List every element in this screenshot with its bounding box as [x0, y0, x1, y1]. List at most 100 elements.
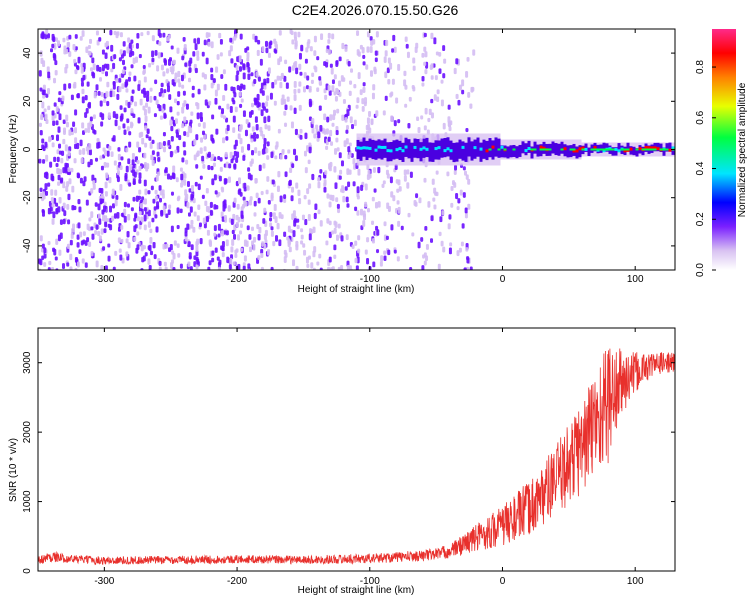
spectrogram-noise-cell [141, 137, 145, 145]
spectrogram-noise-cell [266, 95, 270, 101]
spectrogram-noise-cell [89, 38, 93, 44]
spectrogram-noise-cell [307, 214, 311, 222]
spectrogram-noise-cell [143, 214, 147, 222]
spectrogram-noise-cell [177, 91, 181, 97]
spectrogram-noise-cell [205, 216, 209, 223]
spectrogram-noise-cell [263, 137, 267, 145]
spectrogram-noise-cell [180, 74, 184, 82]
spectrogram-noise-cell [466, 266, 470, 270]
spectrogram-noise-cell [210, 74, 214, 81]
spectrogram-noise-cell [336, 88, 340, 95]
spectrogram-signal-core [512, 148, 516, 151]
spectrogram-noise-cell [248, 246, 252, 253]
spectrogram-xtick-label: 0 [500, 274, 506, 285]
spectrogram-noise-cell [232, 127, 236, 133]
spectrogram-noise-cell [253, 212, 257, 217]
spectrogram-noise-cell [68, 146, 72, 152]
spectrogram-noise-cell [162, 71, 166, 77]
spectrogram-noise-cell [302, 243, 306, 248]
spectrogram-noise-cell [236, 203, 240, 210]
spectrogram-noise-cell [239, 103, 243, 108]
spectrogram-noise-cell [318, 105, 322, 111]
spectrogram-noise-cell [124, 174, 128, 182]
spectrogram-noise-cell [62, 130, 66, 135]
spectrogram-noise-cell [275, 235, 279, 242]
spectrogram-noise-cell [433, 187, 437, 194]
spectrogram-noise-cell [290, 195, 294, 202]
spectrogram-noise-cell [88, 143, 92, 151]
spectrogram-noise-cell [164, 169, 168, 174]
spectrogram-noise-cell [430, 215, 434, 222]
spectrogram-noise-cell [114, 250, 118, 256]
spectrogram-noise-cell [331, 266, 335, 270]
spectrogram-noise-cell [125, 100, 129, 106]
spectrogram-noise-cell [405, 255, 409, 260]
spectrogram-noise-cell [285, 82, 289, 89]
spectrogram-noise-cell [359, 44, 363, 50]
spectrogram-noise-cell [79, 231, 83, 238]
spectrogram-noise-cell [424, 226, 428, 231]
spectrogram-noise-cell [39, 192, 43, 199]
spectrogram-noise-cell [308, 183, 312, 189]
spectrogram-noise-cell [334, 96, 338, 102]
spectrogram-signal-core [617, 149, 621, 153]
spectrogram-noise-cell [420, 115, 424, 120]
spectrogram-noise-cell [423, 61, 427, 66]
spectrogram-noise-cell [395, 97, 399, 104]
spectrogram-signal-core [638, 147, 642, 151]
spectrogram-noise-cell [397, 179, 401, 186]
spectrogram-noise-cell [458, 84, 462, 91]
spectrogram-noise-cell [249, 196, 253, 201]
spectrogram-noise-cell [262, 106, 266, 111]
spectrogram-noise-cell [260, 82, 264, 90]
spectrogram-noise-cell [244, 129, 248, 137]
spectrogram-noise-cell [210, 134, 214, 142]
spectrogram-noise-cell [331, 85, 335, 93]
spectrogram-noise-cell [81, 30, 85, 37]
spectrogram-noise-cell [55, 207, 59, 213]
spectrogram-noise-cell [158, 185, 162, 191]
spectrogram-noise-cell [192, 198, 196, 204]
spectrogram-noise-cell [42, 159, 46, 164]
spectrogram-noise-cell [243, 182, 247, 189]
spectrogram-noise-cell [158, 260, 162, 266]
spectrogram-noise-cell [366, 164, 370, 171]
spectrogram-noise-cell [310, 79, 314, 84]
spectrogram-noise-cell [109, 224, 113, 231]
spectrogram-noise-cell [246, 185, 250, 190]
spectrogram-noise-cell [121, 83, 125, 89]
spectrogram-noise-cell [211, 250, 215, 256]
spectrogram-noise-cell [108, 177, 112, 184]
spectrogram-noise-cell [326, 193, 330, 199]
spectrogram-noise-cell [284, 122, 288, 127]
spectrogram-noise-cell [201, 130, 205, 136]
spectrogram-noise-cell [100, 91, 104, 97]
spectrogram-noise-cell [94, 230, 98, 235]
spectrogram-noise-cell [81, 88, 85, 95]
spectrogram-noise-cell [143, 76, 147, 83]
spectrogram-noise-cell [276, 185, 280, 193]
spectrogram-noise-cell [174, 118, 178, 124]
spectrogram-noise-cell [234, 249, 238, 255]
spectrogram-noise-cell [210, 41, 214, 49]
spectrogram-noise-cell [260, 252, 264, 258]
spectrogram-noise-cell [421, 265, 425, 270]
spectrogram-signal-band [518, 144, 522, 157]
spectrogram-noise-cell [344, 45, 348, 52]
spectrogram-noise-cell [317, 209, 321, 215]
spectrogram-noise-cell [156, 151, 160, 157]
spectrogram-noise-cell [190, 193, 194, 201]
spectrogram-noise-cell [450, 202, 454, 208]
spectrogram-noise-cell [210, 82, 214, 89]
spectrogram-noise-cell [373, 66, 377, 73]
spectrogram-noise-cell [39, 235, 43, 242]
spectrogram-noise-cell [116, 170, 120, 176]
spectrogram-noise-cell [412, 86, 416, 92]
spectrogram-noise-cell [87, 161, 91, 168]
spectrogram-noise-cell [150, 154, 154, 161]
spectrogram-noise-cell [251, 126, 255, 132]
spectrogram-noise-cell [225, 136, 229, 141]
spectrogram-noise-cell [442, 45, 446, 52]
spectrogram-noise-cell [355, 104, 359, 109]
spectrogram-noise-cell [119, 105, 123, 110]
